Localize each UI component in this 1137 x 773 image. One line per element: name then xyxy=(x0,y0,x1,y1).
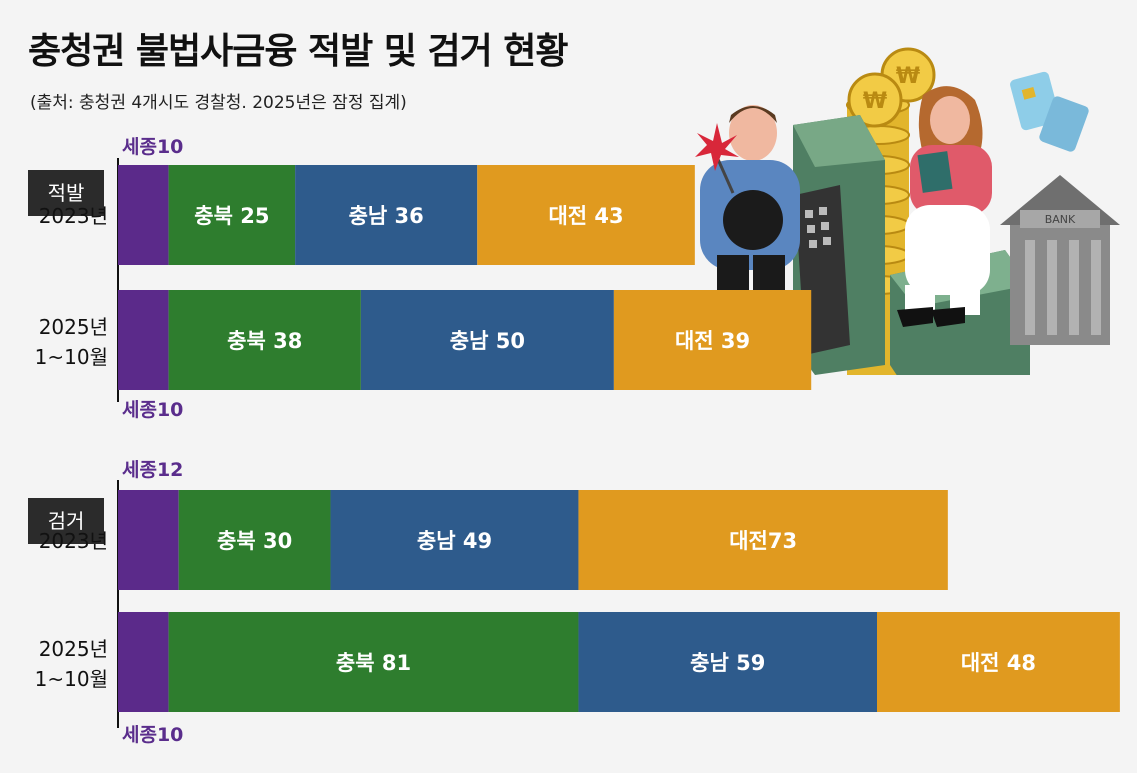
segment-label-충북: 충북 25 xyxy=(194,204,269,228)
segment-label-충북: 충북 81 xyxy=(336,651,411,675)
bar-segment-대전 xyxy=(613,290,812,390)
bank-sign: BANK xyxy=(1045,213,1076,226)
segment-label-대전: 대전 48 xyxy=(961,651,1036,675)
segment-label-세종: 세종10 xyxy=(122,399,183,421)
segment-label-대전: 대전 43 xyxy=(548,204,623,228)
bar-segment-충북 xyxy=(168,290,361,390)
bar-segment-세종 xyxy=(118,490,179,590)
segment-label-충남: 충남 50 xyxy=(450,329,525,353)
bar-segment-세종 xyxy=(118,290,169,390)
illustration: ₩ ₩ BANK xyxy=(695,47,1120,375)
bank-building-icon: BANK xyxy=(1000,175,1120,345)
bar-segment-충북 xyxy=(178,490,331,590)
credit-card-icon xyxy=(1010,71,1089,152)
source-note: (출처: 충청권 4개시도 경찰청. 2025년은 잠정 집계) xyxy=(30,93,407,113)
segment-label-충남: 충남 59 xyxy=(690,651,765,675)
segment-label-세종: 세종10 xyxy=(122,724,183,746)
row-period-label: 2023년 xyxy=(39,529,108,553)
segment-label-충남: 충남 49 xyxy=(417,529,492,553)
segment-label-대전: 대전73 xyxy=(729,529,797,553)
person-icon xyxy=(897,86,992,327)
bomb-icon xyxy=(695,123,783,250)
svg-text:₩: ₩ xyxy=(863,89,887,114)
bar-segment-대전 xyxy=(578,490,948,590)
bar-segment-충남 xyxy=(295,165,478,265)
segment-label-충남: 충남 36 xyxy=(349,204,424,228)
group-badge xyxy=(28,498,104,544)
bar-segment-대전 xyxy=(877,612,1120,712)
bar-segment-충남 xyxy=(330,490,579,590)
row-period-label: 2025년 xyxy=(39,637,108,661)
group-badge xyxy=(28,170,104,216)
segment-label-대전: 대전 39 xyxy=(675,329,750,353)
bar-segment-충남 xyxy=(360,290,614,390)
bar-segment-세종 xyxy=(118,612,169,712)
row-period-label: 2025년 xyxy=(39,315,108,339)
bar-segment-충북 xyxy=(168,165,296,265)
group-label: 적발 xyxy=(48,181,85,205)
bar-segment-충남 xyxy=(578,612,877,712)
segment-label-충북: 충북 30 xyxy=(217,529,292,553)
group-label: 검거 xyxy=(48,509,85,533)
segment-label-세종: 세종10 xyxy=(122,136,183,158)
row-period-label: 1~10월 xyxy=(35,345,108,369)
row-period-label: 1~10월 xyxy=(35,667,108,691)
row-period-label: 2023년 xyxy=(39,204,108,228)
bar-segment-충북 xyxy=(168,612,579,712)
bar-segment-대전 xyxy=(477,165,695,265)
page-title: 충청권 불법사금융 적발 및 검거 현황 xyxy=(28,31,568,72)
svg-text:₩: ₩ xyxy=(896,64,920,89)
segment-label-충북: 충북 38 xyxy=(227,329,302,353)
segment-label-세종: 세종12 xyxy=(122,459,183,481)
bar-segment-세종 xyxy=(118,165,169,265)
